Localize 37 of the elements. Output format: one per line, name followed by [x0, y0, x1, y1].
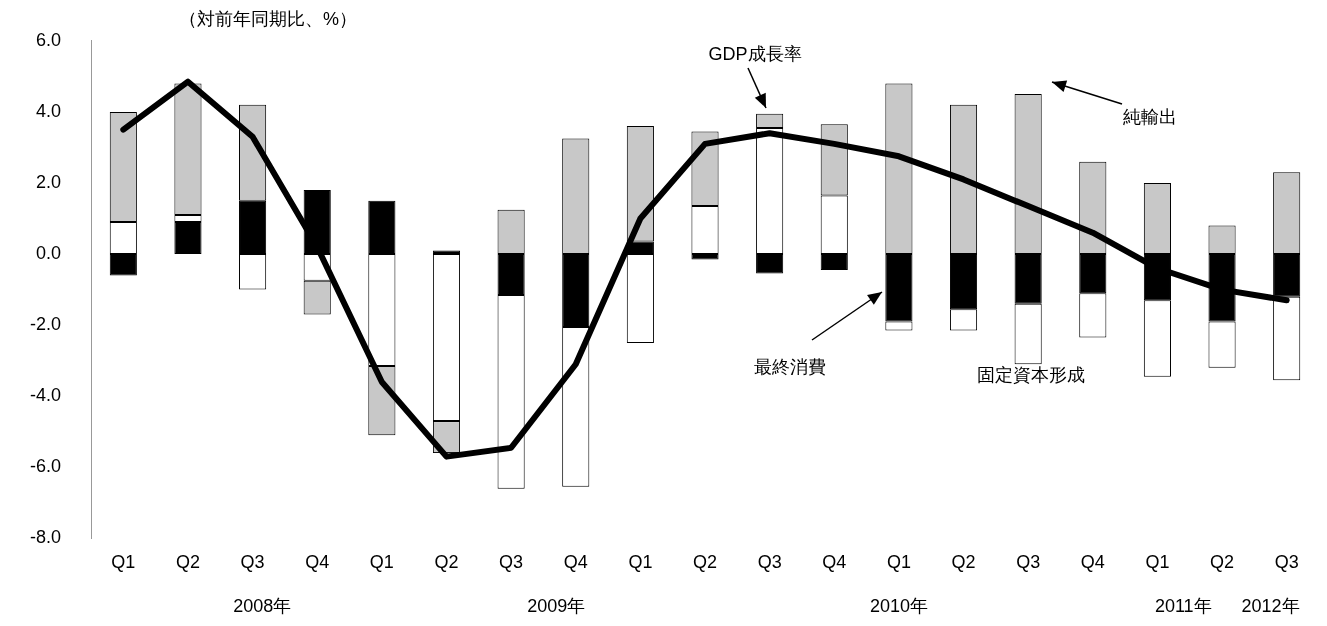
- text: 2011年: [1154, 595, 1212, 616]
- text: GDP成長率: [708, 43, 802, 64]
- x-tick-label: Q2: [693, 552, 718, 573]
- y-tick-label: -8.0: [29, 527, 62, 548]
- series-label: 固定資本形成: [977, 364, 1085, 385]
- x-tick-label: Q3: [1274, 552, 1299, 573]
- y-tick-label: 6.0: [35, 29, 62, 50]
- y-tick-label: 2.0: [35, 171, 62, 192]
- x-tick-label: Q3: [499, 552, 524, 573]
- text: 純輸出: [1123, 106, 1177, 127]
- x-tick-label: Q4: [563, 552, 588, 573]
- x-tick-label: Q1: [369, 552, 394, 573]
- x-tick-label: Q2: [175, 552, 200, 573]
- x-tick-label: Q4: [822, 552, 847, 573]
- x-tick-label: Q4: [1080, 552, 1105, 573]
- x-tick-label: Q3: [240, 552, 265, 573]
- x-tick-label: Q3: [757, 552, 782, 573]
- y-tick-label: -4.0: [29, 385, 62, 406]
- x-tick-label: Q1: [111, 552, 136, 573]
- x-tick-label: Q2: [951, 552, 976, 573]
- y-tick-label: 0.0: [35, 243, 62, 264]
- x-tick-label: Q2: [1210, 552, 1235, 573]
- y-tick-label: -2.0: [29, 314, 62, 335]
- x-tick-label: Q2: [434, 552, 459, 573]
- text: （対前年同期比、%）: [178, 8, 358, 29]
- x-tick-label: Q4: [305, 552, 330, 573]
- x-tick-label: Q1: [886, 552, 911, 573]
- text: 2010年: [869, 595, 928, 616]
- text: 2008年: [233, 595, 292, 616]
- text: 最終消費: [754, 356, 826, 377]
- text: 2009年: [527, 595, 586, 616]
- text: 2012年: [1241, 595, 1300, 616]
- y-tick-label: -6.0: [29, 456, 62, 477]
- x-tick-label: Q1: [1145, 552, 1170, 573]
- y-tick-label: 4.0: [35, 100, 62, 121]
- x-tick-label: Q1: [628, 552, 653, 573]
- x-tick-label: Q3: [1016, 552, 1041, 573]
